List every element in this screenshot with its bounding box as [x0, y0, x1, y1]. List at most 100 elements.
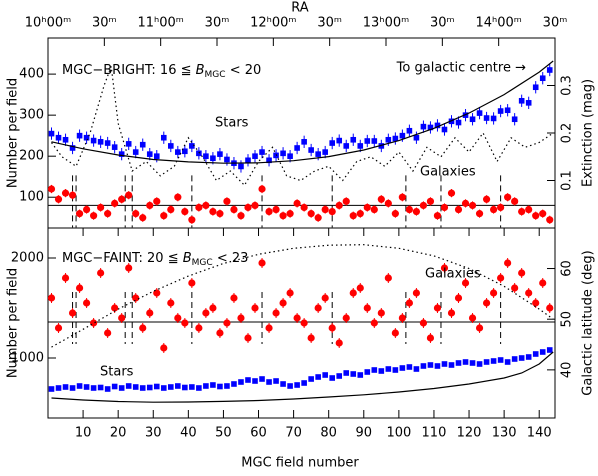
- star-point: [434, 363, 441, 369]
- star-point: [427, 124, 434, 131]
- galaxy-point: [97, 269, 105, 277]
- x-tick-label: 20: [110, 426, 127, 441]
- star-point: [168, 143, 174, 149]
- star-point: [203, 383, 209, 389]
- galaxy-point: [384, 274, 392, 282]
- galaxy-point: [356, 210, 364, 218]
- star-point: [231, 381, 237, 387]
- x-tick-label: 120: [457, 426, 482, 441]
- star-point: [448, 362, 455, 368]
- star-point: [308, 147, 314, 153]
- star-point: [210, 155, 216, 162]
- x-tick-label: 110: [422, 426, 447, 441]
- star-point: [203, 153, 209, 159]
- galaxy-point: [223, 319, 231, 327]
- star-point: [469, 116, 476, 123]
- star-point: [343, 143, 350, 149]
- galaxy-point: [511, 197, 519, 205]
- star-point: [189, 143, 195, 149]
- star-point: [525, 354, 532, 360]
- galaxy-point: [47, 294, 56, 302]
- galaxy-point: [230, 294, 238, 302]
- annotation-part: MGC: [205, 70, 226, 80]
- y-axis-title: Number per field: [6, 268, 21, 378]
- star-point: [476, 361, 483, 367]
- galaxy-point: [504, 259, 512, 267]
- star-point: [462, 359, 469, 365]
- y-axis-title: Number per field: [6, 78, 21, 188]
- star-point: [399, 365, 406, 371]
- star-point: [350, 136, 357, 143]
- galaxy-point: [370, 205, 378, 214]
- galaxy-point: [475, 210, 484, 218]
- series-label: Stars: [215, 116, 249, 131]
- annotation-part: B: [183, 251, 192, 266]
- star-point: [76, 132, 83, 139]
- annotation-part: < 23: [213, 251, 249, 266]
- star-point: [196, 385, 202, 391]
- galaxy-point: [391, 210, 399, 218]
- star-point: [104, 140, 111, 146]
- star-point: [90, 137, 97, 144]
- star-point: [504, 359, 511, 365]
- galaxy-point: [497, 203, 505, 212]
- galaxy-point: [181, 207, 189, 216]
- galaxy-point: [160, 212, 168, 220]
- star-point: [62, 136, 69, 143]
- star-point: [76, 383, 83, 389]
- galaxy-point: [335, 201, 343, 210]
- star-point: [469, 360, 476, 366]
- galaxy-point: [497, 274, 505, 282]
- series-label: Galaxies: [420, 165, 476, 180]
- y2-axis-title: Galactic latitude (deg): [581, 250, 596, 395]
- star-point: [175, 149, 181, 155]
- annotation-part: < 20: [226, 63, 262, 78]
- star-point: [357, 143, 364, 149]
- star-point: [497, 357, 504, 363]
- galaxy-point: [97, 203, 105, 212]
- galaxy-point: [272, 205, 280, 214]
- galaxy-point: [132, 210, 140, 218]
- galaxy-point: [539, 210, 547, 218]
- y-tick-label: 100: [19, 190, 44, 205]
- galaxy-point: [419, 319, 428, 327]
- star-point: [371, 138, 378, 144]
- star-point: [364, 369, 371, 375]
- galaxy-point: [195, 324, 203, 332]
- star-point: [497, 108, 504, 114]
- y2-tick-label: 60: [560, 260, 575, 277]
- galaxy-point: [363, 304, 371, 312]
- star-point: [406, 127, 413, 134]
- y-tick-label: 1000: [11, 351, 44, 366]
- star-point: [48, 386, 55, 392]
- panel-annotation: MGC−BRIGHT: 16 ≦ BMGC < 20: [62, 63, 261, 80]
- galaxy-point: [125, 264, 133, 272]
- galaxy-point: [265, 324, 273, 332]
- star-point: [97, 139, 104, 145]
- x-tick-label: 50: [215, 426, 232, 441]
- galaxy-point: [398, 193, 406, 201]
- star-point: [546, 67, 553, 73]
- star-point: [118, 151, 125, 157]
- star-point: [266, 379, 272, 385]
- galaxy-point: [433, 212, 442, 220]
- star-point: [483, 115, 490, 121]
- star-point: [224, 156, 230, 163]
- star-point: [224, 383, 230, 389]
- star-point: [490, 115, 497, 122]
- galaxy-point: [111, 199, 119, 207]
- galaxy-point: [153, 197, 161, 205]
- dotted-curve: [51, 66, 554, 187]
- x-tick-label: 90: [356, 426, 373, 441]
- y2-tick-label: 50: [560, 311, 575, 328]
- galaxy-point: [146, 201, 154, 210]
- x2-tick-label: 30ᵐ: [543, 16, 568, 31]
- star-point: [146, 384, 153, 391]
- direction-note: To galactic centre →: [396, 61, 526, 76]
- galaxy-point: [68, 191, 77, 199]
- star-point: [364, 138, 371, 144]
- galaxy-point: [230, 205, 238, 214]
- star-point: [441, 361, 448, 367]
- galaxy-point: [342, 197, 350, 205]
- galaxy-point: [160, 344, 168, 352]
